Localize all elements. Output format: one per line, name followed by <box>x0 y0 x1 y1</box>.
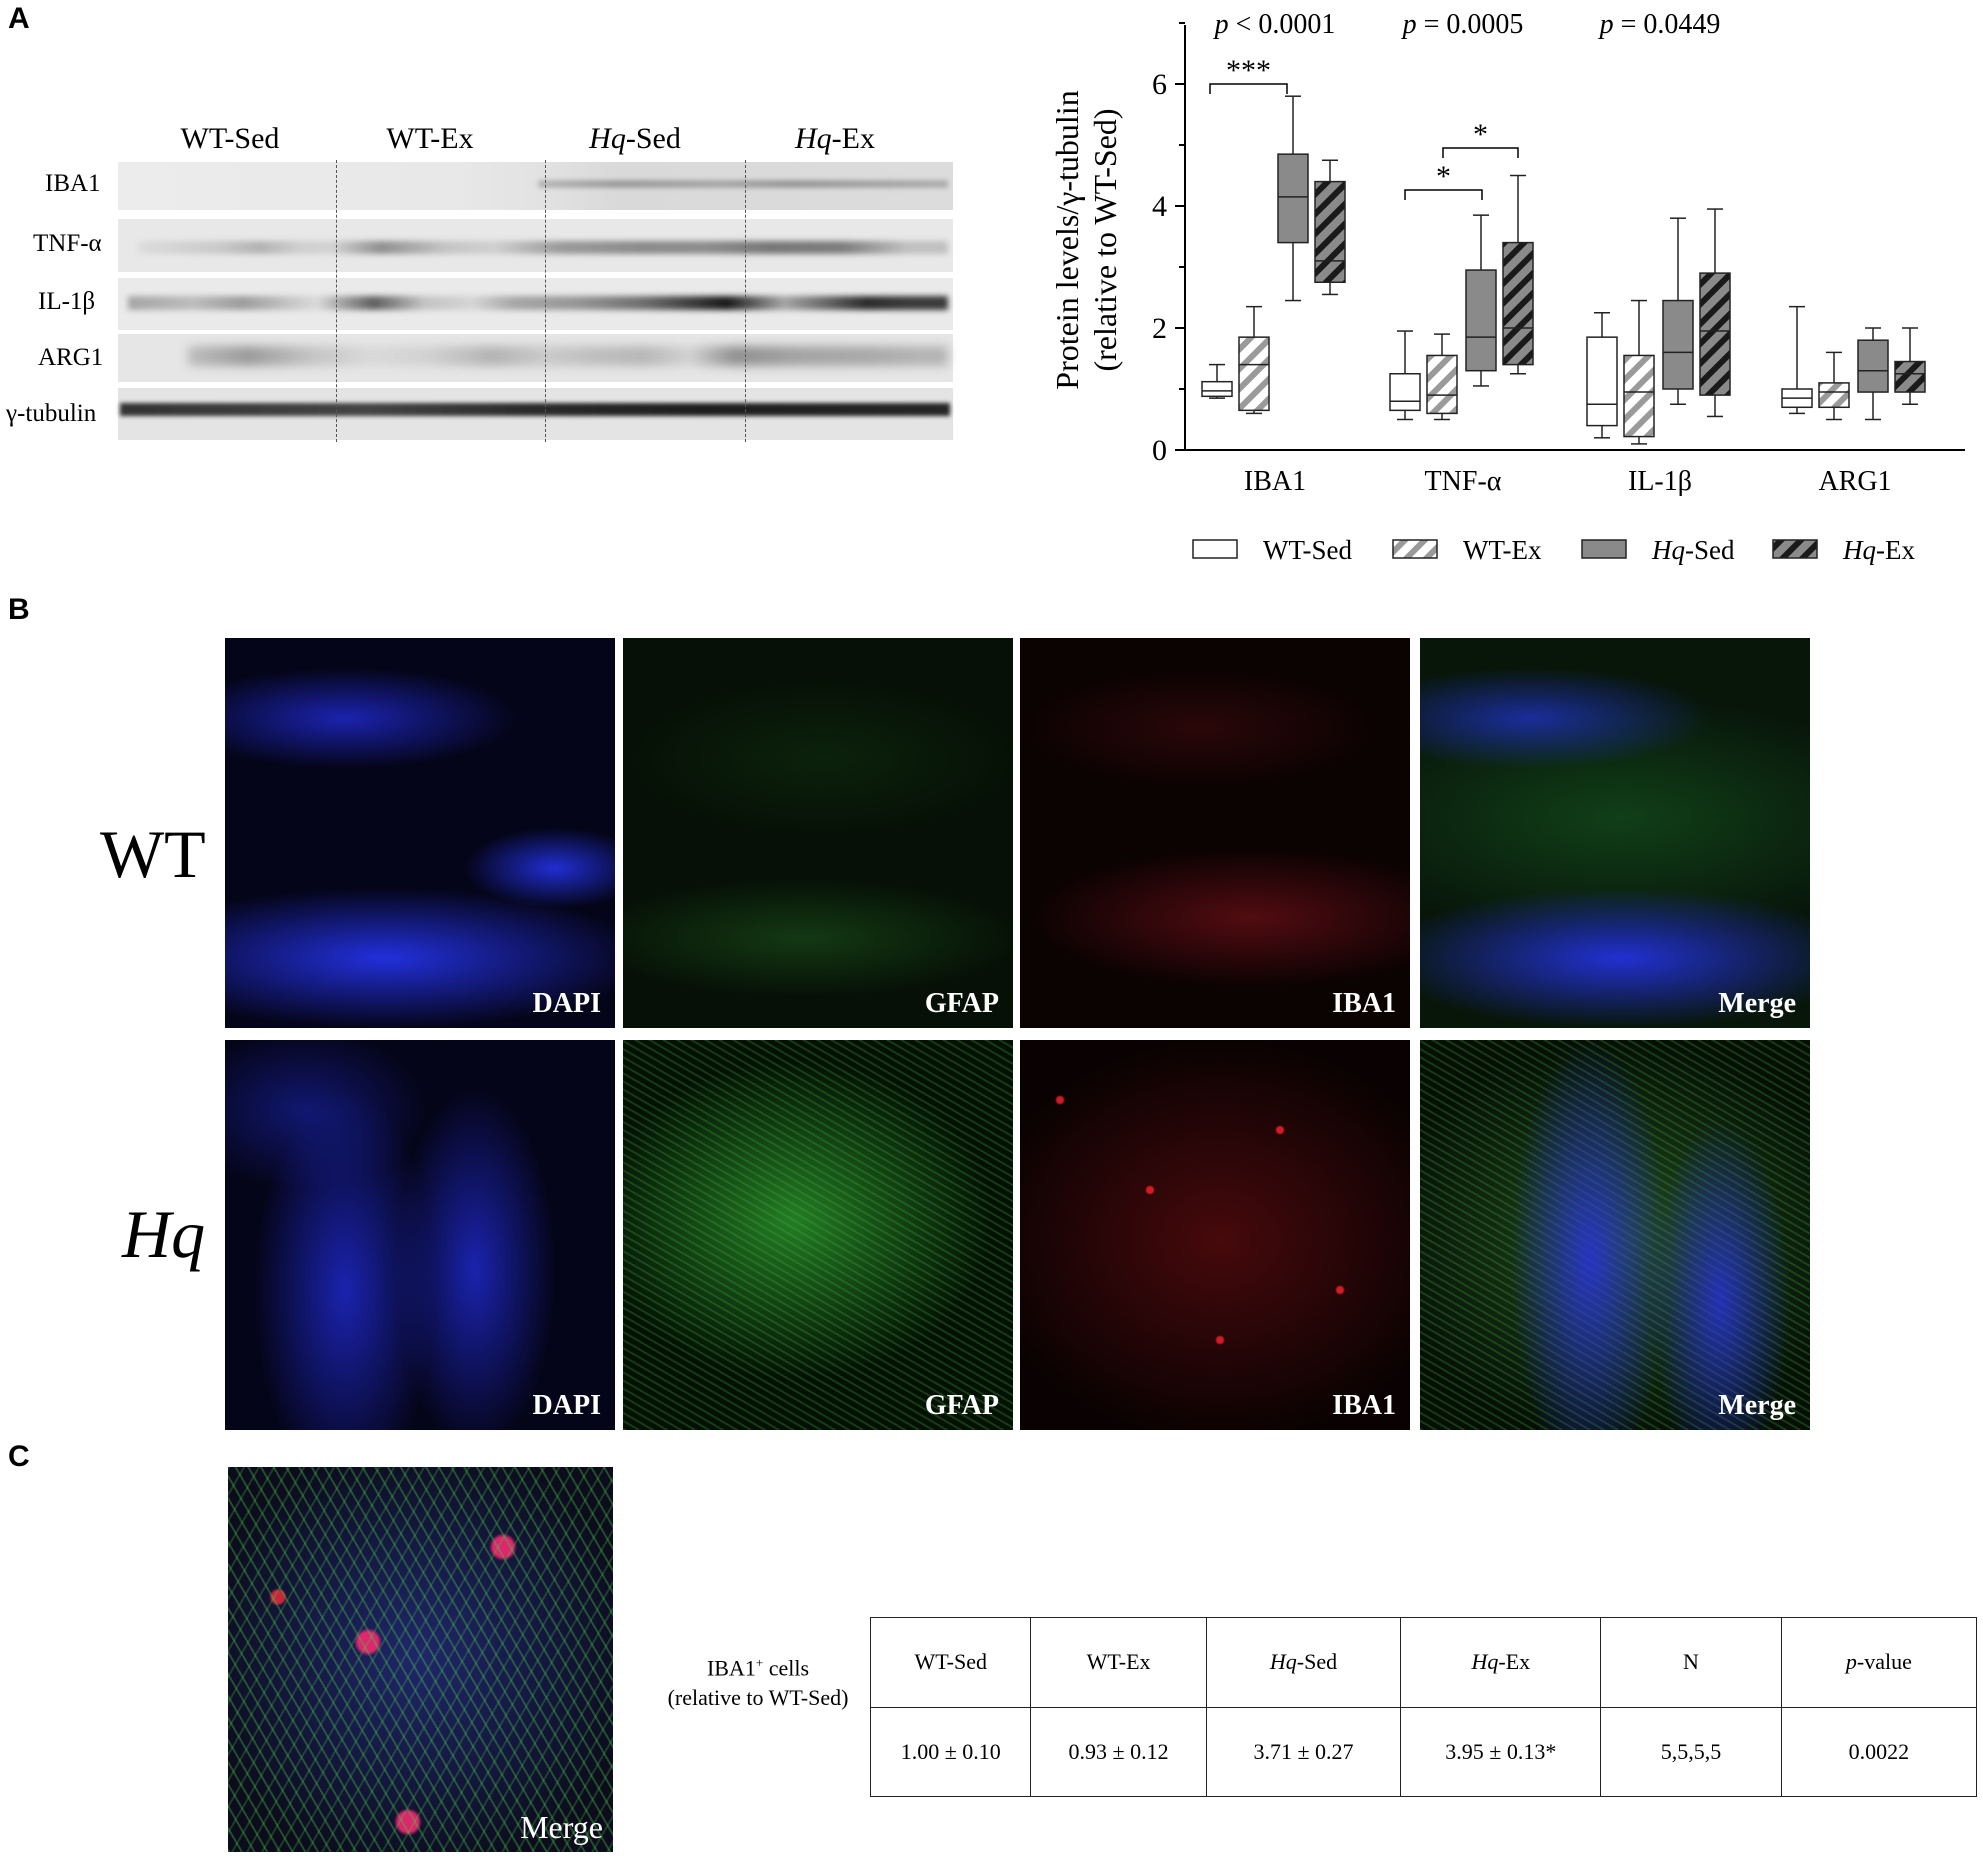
p-value-label: p = 0.0449 <box>1598 9 1721 40</box>
table-cell: 5,5,5,5 <box>1600 1706 1782 1797</box>
blot-row-label: γ-tubulin <box>6 400 97 427</box>
y-tick-label: 4 <box>1152 190 1167 223</box>
micrograph-hq-dapi: DAPI <box>225 1040 615 1430</box>
box <box>1857 339 1889 393</box>
micrograph-wt-merge: Merge <box>1420 638 1810 1028</box>
legend-swatch <box>1581 539 1627 559</box>
box <box>1662 299 1694 390</box>
micrograph-wt-dapi: DAPI <box>225 638 615 1028</box>
table-row: 1.00 ± 0.10 0.93 ± 0.12 3.71 ± 0.27 3.95… <box>869 1706 1978 1797</box>
x-tick-label: ARG1 <box>1818 466 1891 497</box>
blot-row-label: ARG1 <box>38 344 104 371</box>
lane-separator <box>745 160 746 442</box>
channel-label: Merge <box>1718 1390 1796 1421</box>
lane-separator <box>336 160 337 442</box>
legend-label: WT-Sed <box>1263 535 1352 565</box>
channel-label: Merge <box>1718 988 1796 1019</box>
significance-marker: * <box>1436 160 1451 193</box>
x-tick-label: IL-1β <box>1628 466 1692 497</box>
blot-row-label: IBA1 <box>45 170 101 197</box>
blot-strip-iba1 <box>118 162 953 210</box>
box-plot-chart: 0 2 4 6 Protein levels/γ-tubulin(relative to… <box>1049 9 1965 565</box>
table-header-cell: N <box>1600 1617 1782 1708</box>
channel-label: IBA1 <box>1332 1390 1396 1421</box>
table-header-row: WT-Sed WT-Ex Hq-Sed Hq-Ex N p-value <box>869 1617 1978 1708</box>
table-header-cell: WT-Ex <box>1030 1617 1207 1708</box>
blot-group-label: WT-Ex <box>386 122 474 155</box>
micrograph-c-merge: Merge <box>228 1467 613 1852</box>
y-tick-label: 2 <box>1152 312 1167 345</box>
channel-label: Merge <box>520 1809 603 1845</box>
table-header-cell: Hq-Sed <box>1205 1617 1402 1708</box>
panel-c-letter: C <box>8 1440 30 1473</box>
box <box>1238 336 1270 412</box>
table-header-cell: p-value <box>1780 1617 1978 1708</box>
box <box>1894 360 1926 393</box>
panel-b-letter: B <box>8 593 30 626</box>
channel-label: DAPI <box>532 1390 601 1421</box>
channel-label: GFAP <box>924 1390 999 1421</box>
legend-swatch <box>1192 539 1238 559</box>
blot-row-label: TNF-α <box>33 230 102 257</box>
blot-strip-gtubulin <box>118 388 953 440</box>
row-label-wt: WT <box>100 816 206 892</box>
box <box>1201 380 1233 398</box>
legend-swatch <box>1772 539 1818 559</box>
table-cell: 3.71 ± 0.27 <box>1205 1706 1402 1797</box>
y-axis-label: Protein levels/γ-tubulin(relative to WT-… <box>1049 90 1123 389</box>
p-value-label: p = 0.0005 <box>1401 9 1524 40</box>
legend-label: WT-Ex <box>1463 535 1542 565</box>
significance-bracket <box>1442 147 1519 158</box>
significance-bracket <box>1209 83 1288 94</box>
micrograph-wt-iba1: IBA1 <box>1020 638 1410 1028</box>
box <box>1314 180 1346 284</box>
y-tick-label: 6 <box>1152 68 1167 101</box>
blot-group-label: Hq-Ex <box>795 122 875 155</box>
micrograph-hq-iba1: IBA1 <box>1020 1040 1410 1430</box>
blot-strip-arg1 <box>118 334 953 382</box>
table-header-cell: WT-Sed <box>869 1617 1032 1708</box>
significance-marker: * <box>1473 118 1488 151</box>
legend-label: Hq-Sed <box>1651 535 1735 565</box>
box <box>1502 241 1534 366</box>
box <box>1277 153 1309 244</box>
channel-label: DAPI <box>532 988 601 1019</box>
legend-label: Hq-Ex <box>1842 535 1915 565</box>
channel-label: IBA1 <box>1332 988 1396 1019</box>
legend-swatch <box>1392 539 1438 559</box>
box <box>1389 373 1421 412</box>
p-value-label: p < 0.0001 <box>1213 9 1336 40</box>
table-header-cell: Hq-Ex <box>1400 1617 1602 1708</box>
results-table: WT-Sed WT-Ex Hq-Sed Hq-Ex N p-value 1.00… <box>869 1617 1978 1797</box>
blot-group-label: Hq-Sed <box>589 122 681 155</box>
box <box>1465 269 1497 372</box>
significance-bracket <box>1404 189 1483 200</box>
box <box>1699 272 1731 396</box>
channel-label: GFAP <box>924 988 999 1019</box>
box <box>1623 354 1655 438</box>
micrograph-hq-merge: Merge <box>1420 1040 1810 1430</box>
box <box>1586 336 1618 427</box>
blot-row-label: IL-1β <box>38 288 96 315</box>
micrograph-hq-gfap: GFAP <box>623 1040 1013 1430</box>
blot-group-label: WT-Sed <box>180 122 280 155</box>
lane-separator <box>545 160 546 442</box>
blot-strip-tnf <box>118 219 953 272</box>
row-label-hq: Hq <box>122 1196 206 1272</box>
table-cell: 3.95 ± 0.13* <box>1400 1706 1602 1797</box>
x-tick-label: IBA1 <box>1244 466 1306 497</box>
table-cell: 0.93 ± 0.12 <box>1030 1706 1207 1797</box>
y-tick-label: 0 <box>1152 434 1167 467</box>
x-tick-label: TNF-α <box>1425 466 1502 497</box>
table-cell: 0.0022 <box>1780 1706 1978 1797</box>
box <box>1818 382 1850 409</box>
blot-strip-il1b <box>118 278 953 330</box>
panel-a-letter: A <box>8 2 30 35</box>
table-cell: 1.00 ± 0.10 <box>869 1706 1032 1797</box>
micrograph-wt-gfap: GFAP <box>623 638 1013 1028</box>
significance-marker: *** <box>1226 54 1271 87</box>
box <box>1426 354 1458 415</box>
table-row-label: IBA1+ cells (relative to WT-Sed) <box>667 1655 849 1711</box>
